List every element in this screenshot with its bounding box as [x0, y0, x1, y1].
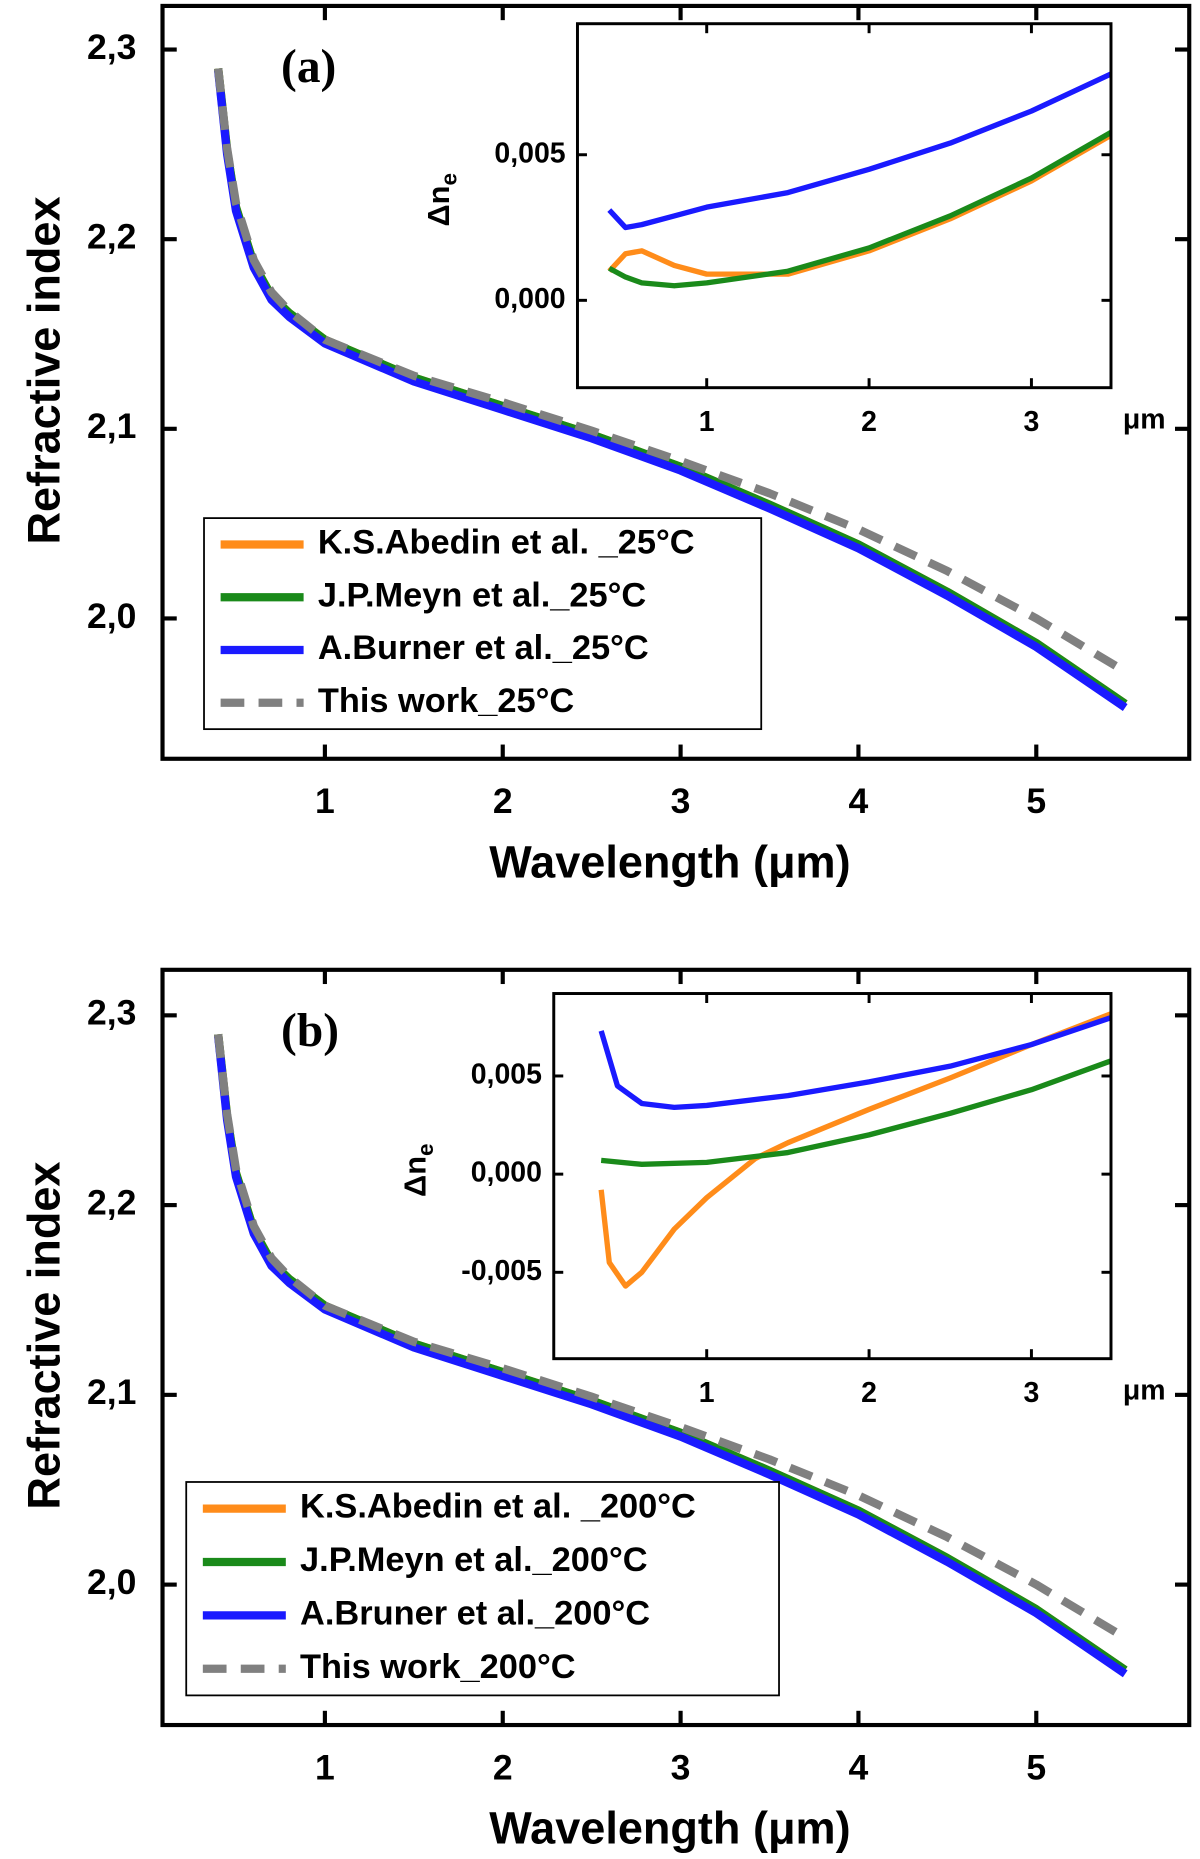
plot-frame	[552, 992, 1113, 1361]
y-tick-label: 0,005	[494, 137, 565, 169]
legend-label: J.P.Meyn et al._200°C	[300, 1541, 648, 1579]
x-tick-label: 2	[493, 781, 513, 821]
y-axis-label-main: Δn	[398, 1156, 433, 1197]
y-tick-label: 2,0	[87, 1562, 136, 1602]
x-tick-label: 5	[1026, 781, 1046, 821]
y-tick-label: 2,1	[87, 406, 136, 446]
series-line	[608, 129, 1111, 289]
y-tick-label: -0,005	[461, 1255, 542, 1287]
panel-label: (b)	[281, 1005, 339, 1057]
x-axis-label: Wavelength (μm)	[489, 836, 850, 887]
x-tick-label: 2	[493, 1747, 513, 1787]
y-tick-label: 0,000	[494, 283, 565, 315]
y-tick-label: 2,3	[87, 993, 136, 1033]
y-axis-label: Refractive index	[18, 196, 69, 544]
legend-label: K.S.Abedin et al. _25°C	[318, 524, 695, 562]
x-tick-label: 3	[671, 781, 691, 821]
legend-label: K.S.Abedin et al. _200°C	[300, 1488, 696, 1526]
x-tick-label: 3	[1024, 1377, 1040, 1409]
panel-label: (a)	[281, 41, 336, 93]
x-tick-label: 1	[315, 1747, 335, 1787]
y-tick-label: 2,2	[87, 1182, 136, 1222]
x-tick-label: 3	[1024, 406, 1040, 438]
y-axis-label-subscript: e	[437, 173, 462, 186]
y-axis-label-main: Δn	[421, 186, 456, 227]
y-axis-label-subscript: e	[413, 1143, 438, 1156]
x-axis-label: μm	[1123, 403, 1166, 435]
x-axis-label: Wavelength (μm)	[489, 1803, 850, 1854]
x-tick-label: 4	[849, 1747, 869, 1787]
y-tick-label: 2,1	[87, 1372, 136, 1412]
series-line	[214, 1033, 1128, 1642]
x-tick-label: 2	[861, 406, 877, 438]
x-tick-label: 1	[699, 406, 715, 438]
series-line	[600, 1058, 1111, 1167]
legend-label: A.Burner et al._25°C	[318, 629, 649, 667]
plot-frame	[160, 967, 1192, 1728]
legend-box	[185, 1481, 780, 1697]
x-axis-label: μm	[1123, 1374, 1166, 1406]
series-line	[214, 68, 1128, 676]
y-tick-label: 2,0	[87, 596, 136, 636]
y-axis-label: Refractive index	[18, 1162, 69, 1510]
y-tick-label: 0,005	[471, 1058, 542, 1090]
y-tick-label: 0,000	[471, 1157, 542, 1189]
legend-label: J.P.Meyn et al._25°C	[318, 576, 646, 614]
y-tick-label: 2,2	[87, 217, 136, 257]
y-axis-label: Δne	[398, 1143, 438, 1197]
legend-label: A.Bruner et al._200°C	[300, 1594, 650, 1632]
y-axis-label: Δne	[421, 173, 461, 227]
y-tick-label: 2,3	[87, 27, 136, 67]
series-line	[598, 1014, 1111, 1111]
x-tick-label: 4	[849, 781, 869, 821]
x-tick-label: 5	[1026, 1747, 1046, 1787]
legend-label: This work_25°C	[318, 682, 574, 720]
inset-background	[553, 993, 1111, 1359]
x-tick-label: 2	[861, 1377, 877, 1409]
x-tick-label: 3	[671, 1747, 691, 1787]
legend-label: This work_200°C	[300, 1648, 576, 1686]
x-tick-label: 1	[315, 781, 335, 821]
inset-background	[577, 23, 1111, 388]
plot-frame	[575, 22, 1113, 390]
series-line	[607, 71, 1111, 231]
plot-frame	[160, 3, 1192, 761]
x-tick-label: 1	[699, 1377, 715, 1409]
legend-box	[203, 517, 763, 731]
series-line	[598, 1010, 1111, 1289]
